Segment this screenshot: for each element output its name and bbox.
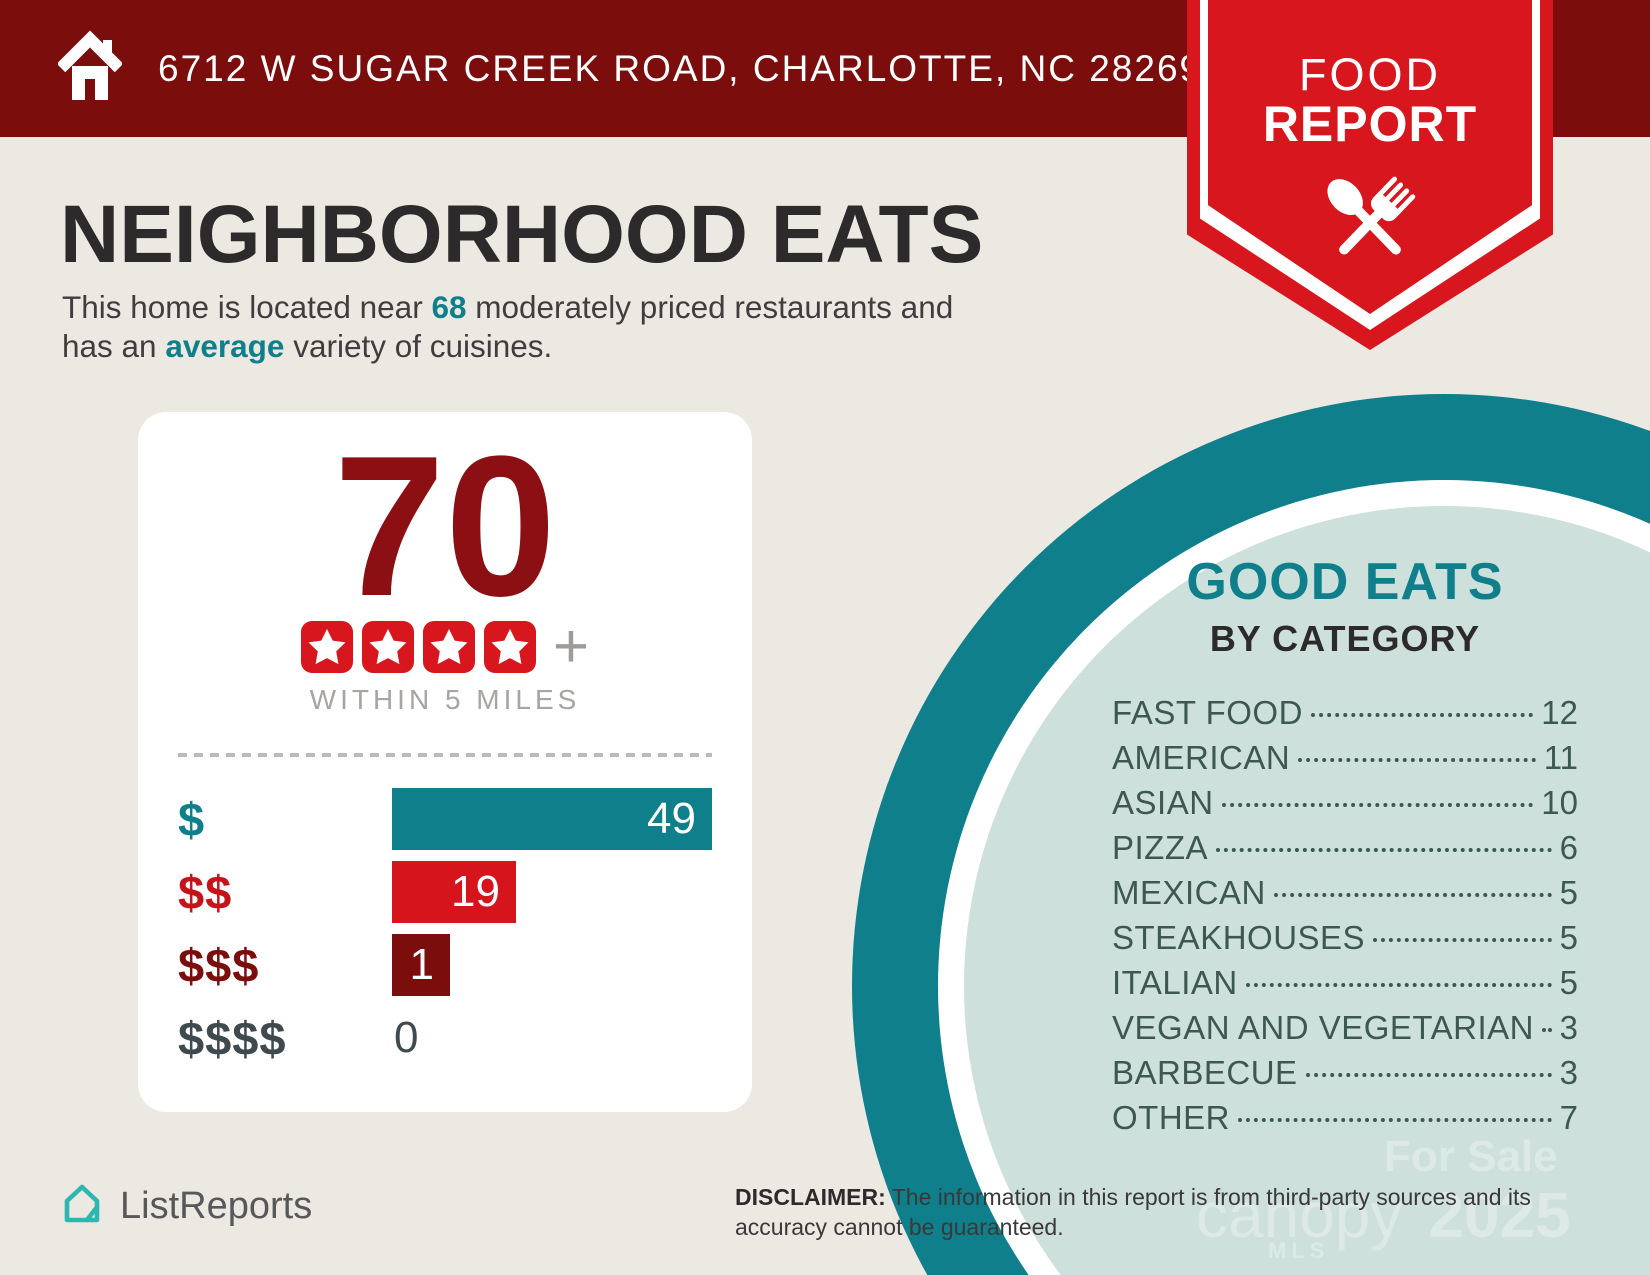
- intro-line-1: This home is located near 68 moderately …: [62, 289, 954, 325]
- plus-sign: +: [552, 612, 590, 681]
- category-value: 6: [1559, 829, 1578, 866]
- watermark-canopy-mls: canopy 2025: [1196, 1178, 1571, 1252]
- category-row: OTHER 7: [1112, 1099, 1578, 1144]
- dotted-leader: [1238, 1118, 1552, 1122]
- dotted-leader: [1273, 893, 1552, 897]
- category-value: 10: [1541, 784, 1578, 821]
- category-value: 11: [1543, 739, 1578, 776]
- divider: [178, 753, 712, 757]
- badge-title-line2: REPORT: [1262, 96, 1478, 152]
- bar-zone: 1: [392, 934, 712, 996]
- category-label: PIZZA: [1112, 829, 1209, 866]
- price-tier-row: $49: [178, 788, 712, 850]
- category-value: 12: [1541, 694, 1578, 731]
- price-tier-label: $$: [178, 865, 233, 919]
- category-label: ASIAN: [1112, 784, 1214, 821]
- category-value: 7: [1559, 1099, 1578, 1136]
- variety-highlight: average: [165, 328, 285, 364]
- intro-line-2: has an average variety of cuisines.: [62, 328, 553, 364]
- price-tier-value: 0: [394, 1013, 419, 1062]
- category-row: VEGAN AND VEGETARIAN 3: [1112, 1009, 1578, 1054]
- price-tier-row: $$$ 1: [178, 934, 712, 996]
- dotted-leader: [1373, 938, 1552, 942]
- category-value: 5: [1559, 964, 1578, 1001]
- star-icon: [361, 621, 414, 673]
- dotted-leader: [1216, 848, 1552, 852]
- badge-title-line1: FOOD: [1299, 49, 1441, 100]
- page-title: NEIGHBORHOOD EATS: [60, 189, 984, 280]
- dotted-leader: [1305, 1073, 1552, 1077]
- intro-text: This home is located near 68 moderately …: [62, 288, 953, 366]
- category-label: ITALIAN: [1112, 964, 1238, 1001]
- restaurant-score: 70: [333, 415, 557, 638]
- category-label: BARBECUE: [1112, 1054, 1298, 1091]
- price-tier-value: 19: [451, 867, 500, 916]
- dotted-leader: [1541, 1028, 1552, 1032]
- category-list: FAST FOOD 12 AMERICAN 11 ASIAN 10 PIZZA 6 MEXICA…: [1112, 694, 1578, 1144]
- good-eats-panel: GOOD EATS BY CATEGORY FAST FOOD 12 AMERICA…: [1112, 552, 1578, 1144]
- category-label: FAST FOOD: [1112, 694, 1303, 731]
- category-row: ITALIAN 5: [1112, 964, 1578, 1009]
- category-value: 5: [1559, 919, 1578, 956]
- price-tier-label: $: [178, 792, 206, 846]
- price-tier-row: $$ 19: [178, 861, 712, 923]
- star-icon: [300, 621, 353, 673]
- price-tier-label: $$$: [178, 938, 260, 992]
- panel-title: GOOD EATS: [1186, 553, 1504, 611]
- dotted-leader: [1298, 758, 1536, 762]
- dotted-leader: [1310, 713, 1534, 717]
- price-tier-row: $$$$ 0: [178, 1007, 712, 1069]
- category-row: MEXICAN 5: [1112, 874, 1578, 919]
- home-icon: [56, 30, 124, 107]
- listreports-house-icon: [58, 1180, 106, 1233]
- watermark-year: 2025: [1428, 1179, 1571, 1251]
- category-label: OTHER: [1112, 1099, 1230, 1136]
- food-report-badge: FOOD REPORT: [1187, 0, 1553, 350]
- category-label: AMERICAN: [1112, 739, 1291, 776]
- category-value: 3: [1559, 1009, 1578, 1046]
- watermark-canopy-brand: canopy: [1196, 1179, 1403, 1251]
- price-tier-bar: 19: [392, 861, 516, 923]
- category-row: AMERICAN 11: [1112, 739, 1578, 784]
- listreports-logo: ListReports: [58, 1180, 312, 1233]
- price-tier-label: $$$$: [178, 1011, 287, 1065]
- watermark-mls: MLS: [1268, 1238, 1330, 1263]
- radius-label: WITHIN 5 MILES: [309, 684, 581, 715]
- category-label: MEXICAN: [1112, 874, 1266, 911]
- panel-subtitle: BY CATEGORY: [1209, 618, 1481, 659]
- dotted-leader: [1245, 983, 1552, 987]
- bar-zone: 19: [392, 861, 712, 923]
- category-value: 5: [1559, 874, 1578, 911]
- price-tier-value: 1: [409, 940, 434, 989]
- price-tier-value: 49: [647, 794, 696, 843]
- watermark-for-sale: For Sale: [1384, 1132, 1558, 1181]
- price-tier-bar: 1: [392, 934, 450, 996]
- price-tier-chart: $49 $$ 19 $$$ 1 $$$$ 0: [178, 788, 712, 1080]
- bar-zone: 49: [392, 788, 712, 850]
- category-row: STEAKHOUSES 5: [1112, 919, 1578, 964]
- disclaimer: DISCLAIMER: The information in this repo…: [735, 1184, 1531, 1240]
- price-tier-bar: 49: [392, 788, 712, 850]
- score-card: 70 + WITHIN 5 MILES $49 $$ 19 $$$ 1 $$$$ 0: [138, 412, 752, 1112]
- star-rating: +: [138, 612, 752, 681]
- category-row: PIZZA 6: [1112, 829, 1578, 874]
- property-address: 6712 W SUGAR CREEK ROAD, CHARLOTTE, NC 2…: [158, 47, 1203, 89]
- category-label: VEGAN AND VEGETARIAN: [1112, 1009, 1534, 1046]
- category-row: BARBECUE 3: [1112, 1054, 1578, 1099]
- dotted-leader: [1221, 803, 1534, 807]
- category-value: 3: [1559, 1054, 1578, 1091]
- restaurant-count: 68: [431, 289, 467, 325]
- listreports-wordmark: ListReports: [120, 1185, 313, 1227]
- spoon-fork-icon: [1187, 163, 1553, 293]
- bar-zone: 0: [392, 1007, 712, 1069]
- category-row: ASIAN 10: [1112, 784, 1578, 829]
- star-icon: [422, 621, 475, 673]
- star-icon: [483, 621, 536, 673]
- category-row: FAST FOOD 12: [1112, 694, 1578, 739]
- category-label: STEAKHOUSES: [1112, 919, 1366, 956]
